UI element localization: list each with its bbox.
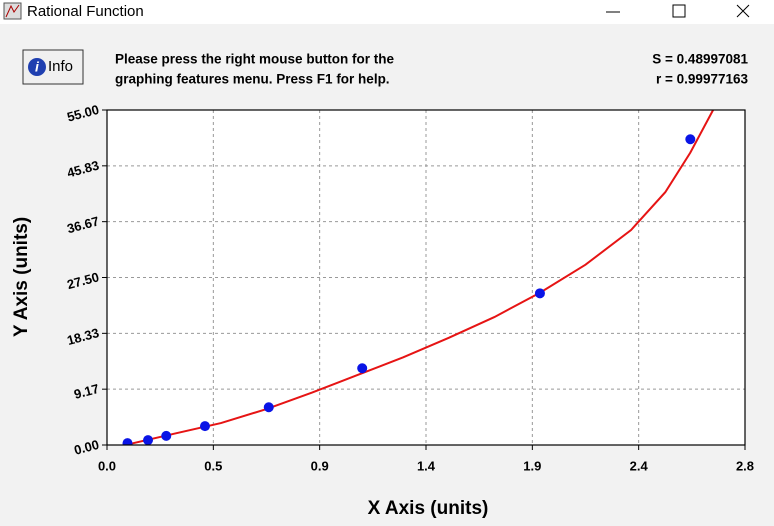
app-icon [3, 2, 22, 20]
x-tick-label: 0.5 [204, 458, 222, 473]
info-button[interactable]: i Info [22, 49, 84, 85]
x-axis-label: X Axis (units) [368, 498, 489, 519]
x-tick-label: 2.4 [630, 458, 649, 473]
plot-marks [122, 110, 714, 445]
maximize-button[interactable] [672, 4, 686, 18]
data-point [357, 363, 368, 374]
data-point [122, 438, 133, 445]
data-point [263, 402, 274, 413]
window-title: Rational Function [27, 3, 144, 20]
plot-border [106, 109, 746, 446]
data-point [143, 435, 154, 445]
message-line: Please press the right mouse button for … [115, 52, 395, 67]
data-point [685, 134, 696, 145]
info-icon-glyph: i [35, 59, 40, 75]
stat-s: S = 0.48997081 [652, 52, 748, 67]
x-tick-label: 2.8 [736, 458, 754, 473]
y-tick-label: 0.00 [72, 437, 100, 458]
y-tick-label: 9.17 [72, 381, 100, 402]
x-tick-label: 1.9 [523, 458, 541, 473]
x-tick-label: 0.0 [98, 458, 116, 473]
x-tick-label: 0.9 [311, 458, 329, 473]
x-tick-label: 1.4 [417, 458, 436, 473]
data-point [161, 430, 172, 441]
message-line: graphing features menu. Press F1 for hel… [115, 72, 390, 87]
stat-r: r = 0.99977163 [656, 72, 748, 87]
app-icon-glyph [5, 4, 20, 18]
y-axis-label: Y Axis (units) [11, 217, 32, 337]
close-button[interactable] [736, 4, 750, 18]
info-label: Info [48, 58, 73, 75]
title-bar [0, 0, 774, 24]
data-point [534, 288, 545, 299]
data-point [199, 421, 210, 432]
fit-curve [125, 110, 714, 445]
info-icon [28, 58, 46, 76]
